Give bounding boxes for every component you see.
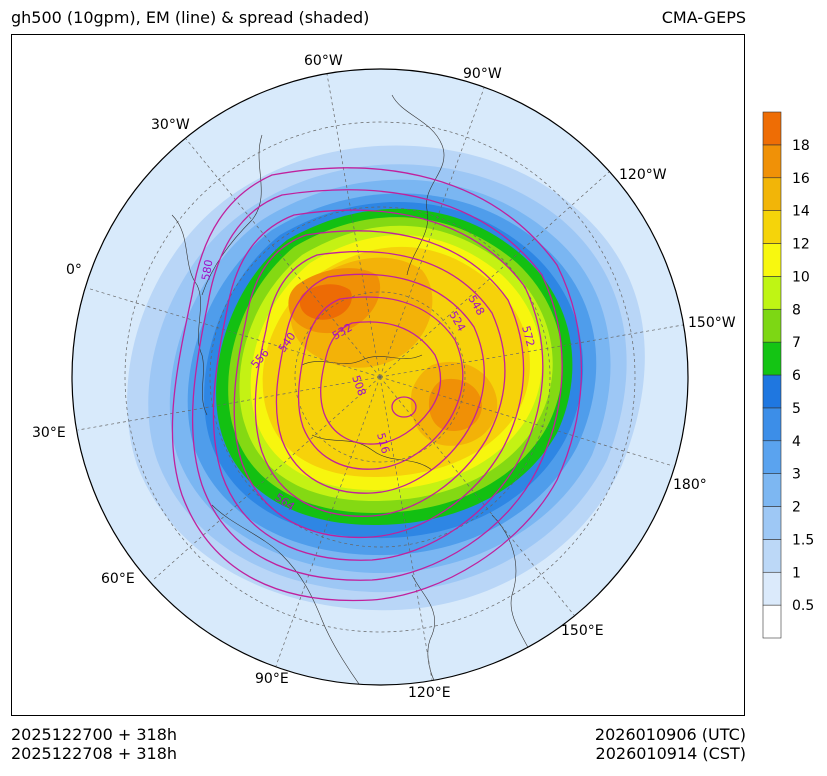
colorbar-swatch [762, 276, 782, 310]
colorbar-swatch [762, 604, 782, 639]
colorbar-tick-label: 18 [792, 138, 810, 154]
colorbar: 0.5 1 1.5 2 3 4 5 6 7 8 10 12 14 16 18 [762, 111, 814, 639]
lon-label-90e: 90°E [255, 671, 289, 687]
colorbar-tick-label: 5 [792, 401, 801, 417]
init-time-cst: 2025122708 + 318h [11, 744, 178, 763]
colorbar-tick-label: 14 [792, 204, 810, 220]
colorbar-swatch [762, 341, 782, 376]
lon-label-30w: 30°W [151, 117, 190, 133]
graticule [77, 73, 684, 681]
lon-label-60w: 60°W [304, 53, 343, 69]
lon-label-120w: 120°W [619, 167, 667, 183]
lon-label-30e: 30°E [32, 425, 66, 441]
colorbar-swatch [762, 374, 782, 409]
colorbar-tick-label: 16 [792, 171, 810, 187]
colorbar-swatch [762, 506, 782, 540]
colorbar-tick-label: 12 [792, 237, 810, 253]
globe-boundary [71, 68, 689, 686]
map-frame: 580 532 548 556 540 524 572 508 516 564 … [11, 34, 745, 716]
polar-map: 580 532 548 556 540 524 572 508 516 564 … [32, 53, 736, 701]
init-time-utc: 2025122700 + 318h [11, 725, 178, 744]
contour-label-516: 516 [374, 431, 392, 455]
lon-label-150w: 150°W [688, 315, 736, 331]
colorbar-tick-label: 7 [792, 335, 801, 351]
colorbar-swatch [762, 177, 782, 211]
contour-label-580: 580 [199, 259, 215, 282]
valid-time-utc: 2026010906 (UTC) [594, 725, 746, 744]
colorbar-tick-label: 10 [792, 269, 810, 285]
colorbar-tick-label: 1 [792, 565, 801, 581]
colorbar-tick-label: 2 [792, 500, 801, 516]
colorbar-swatch [762, 308, 782, 343]
coastlines [171, 94, 533, 685]
colorbar-swatch [762, 407, 782, 442]
colorbar-tick-label: 6 [792, 368, 801, 384]
lon-label-120e: 120°E [408, 685, 451, 701]
footer-init: 2025122700 + 318h 2025122708 + 318h [11, 725, 177, 763]
lon-label-150e: 150°E [561, 623, 604, 639]
colorbar-swatch [762, 111, 782, 146]
figure-title: gh500 (10gpm), EM (line) & spread (shade… [11, 8, 370, 27]
colorbar-tick-label: 0.5 [792, 598, 814, 614]
colorbar-swatch [762, 144, 782, 179]
colorbar-swatch [762, 473, 782, 507]
colorbar-swatch [762, 243, 782, 277]
footer-valid: 2026010906 (UTC) 2026010914 (CST) [595, 725, 746, 763]
colorbar-tick-label: 4 [792, 434, 801, 450]
colorbar-swatch [762, 539, 782, 573]
model-name: CMA-GEPS [661, 8, 746, 27]
colorbar-tick-label: 3 [792, 467, 801, 483]
contour-label-572: 572 [519, 324, 537, 348]
spread-shading [72, 69, 688, 685]
valid-time-cst: 2026010914 (CST) [595, 744, 746, 763]
lon-label-90w: 90°W [463, 66, 502, 82]
colorbar-tick-label: 8 [792, 302, 801, 318]
lon-label-0: 0° [66, 262, 82, 278]
colorbar-swatch [762, 571, 782, 606]
colorbar-tick-label: 1.5 [792, 532, 814, 548]
colorbar-swatch [762, 440, 782, 474]
contour-labels: 580 532 548 556 540 524 572 508 516 564 [199, 259, 537, 514]
lon-label-180: 180° [673, 477, 707, 493]
colorbar-swatch [762, 210, 782, 244]
lon-label-60e: 60°E [101, 571, 135, 587]
longitude-labels: 60°W 90°W 30°W 120°W 0° 150°W 30°E 180° … [32, 53, 736, 701]
em-contours [171, 167, 583, 602]
